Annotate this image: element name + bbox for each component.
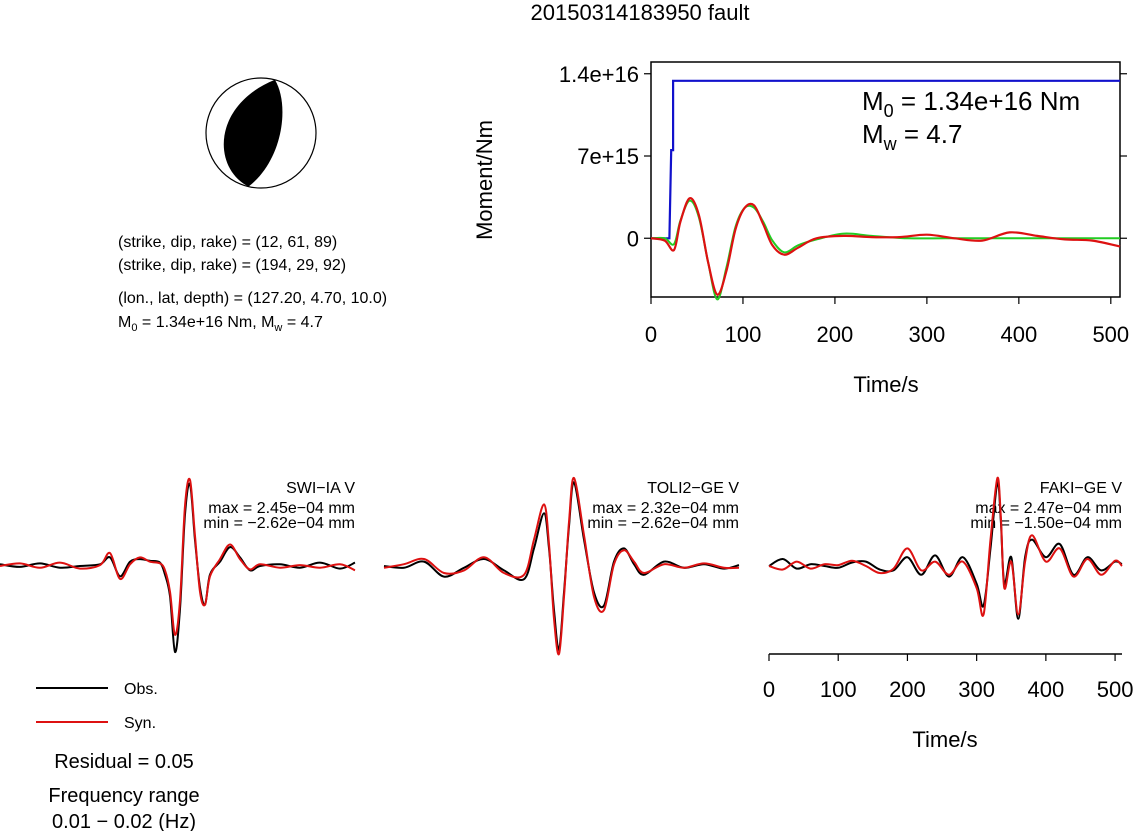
frequency-value: 0.01 − 0.02 (Hz) — [52, 811, 196, 831]
moment-x-axis: 0 100 200 300 400 500 — [645, 297, 1129, 347]
station-min-2: min = −2.62e−04 mm — [587, 515, 739, 532]
waveform-traces-2 — [383, 476, 740, 656]
mechanism-info: (strike, dip, rake) = (12, 61, 89) (stri… — [118, 234, 387, 334]
waveform-synthetic-1 — [0, 477, 356, 636]
waveform-x-tick-label: 300 — [958, 677, 995, 702]
moment-x-tick-label: 300 — [909, 322, 946, 347]
location-line: (lon., lat, depth) = (127.20, 4.70, 10.0… — [118, 290, 387, 307]
frequency-title: Frequency range — [48, 785, 199, 807]
moment-x-tick-label: 0 — [645, 322, 657, 347]
moment-plot: 1.4e+16 7e+15 0 0 100 200 300 400 500 Moment/Nm… — [472, 61, 1129, 397]
moment-line: M0 = 1.34e+16 Nm, Mw = 4.7 — [118, 314, 323, 334]
moment-x-tick-label: 200 — [817, 322, 854, 347]
station-name-1: SWI−IA V — [286, 480, 355, 497]
station-min-1: min = −2.62e−04 mm — [203, 515, 355, 532]
moment-x-label: Time/s — [853, 372, 918, 397]
residual-label: Residual = 0.05 — [54, 751, 194, 773]
waveform-traces-3 — [768, 476, 1123, 620]
legend-observed-label: Obs. — [124, 681, 158, 698]
waveform-toli: TOLI2−GE V max = 2.32e−04 mm min = −2.62… — [383, 476, 740, 656]
mechanism-line-1: (strike, dip, rake) = (12, 61, 89) — [118, 234, 337, 251]
mechanism-line-2: (strike, dip, rake) = (194, 29, 92) — [118, 257, 346, 274]
moment-x-tick-label: 500 — [1092, 322, 1129, 347]
moment-y-tick-label: 7e+15 — [577, 144, 639, 169]
compressional-quadrant — [223, 79, 283, 187]
waveform-synthetic-3 — [768, 476, 1123, 617]
moment-plot-frame — [650, 61, 1121, 298]
waveform-x-tick-label: 500 — [1097, 677, 1134, 702]
waveform-observed-3 — [768, 481, 1123, 620]
moment-series-rate — [650, 199, 1120, 301]
station-min-3: min = −1.50e−04 mm — [970, 515, 1122, 532]
legend-synthetic-label: Syn. — [124, 715, 156, 732]
waveform-x-axis: 0 100 200 300 400 500 — [763, 653, 1134, 702]
beachball — [205, 77, 317, 189]
station-max-3: max = 2.47e−04 mm — [975, 500, 1122, 517]
moment-series-synthetic — [650, 197, 1121, 296]
waveform-synthetic-2 — [383, 476, 740, 656]
waveform-x-tick-label: 100 — [820, 677, 857, 702]
moment-x-tick-label: 100 — [725, 322, 762, 347]
waveform-traces-1 — [0, 477, 356, 654]
moment-y-label: Moment/Nm — [472, 120, 497, 240]
waveform-x-label: Time/s — [912, 727, 977, 752]
moment-y-axis: 1.4e+16 7e+15 0 — [559, 62, 1127, 251]
moment-x-tick-label: 400 — [1000, 322, 1037, 347]
station-name-3: FAKI−GE V — [1040, 480, 1123, 497]
waveform-faki: FAKI−GE V max = 2.47e−04 mm min = −1.50e… — [763, 476, 1134, 752]
moment-y-tick-label: 0 — [627, 226, 639, 251]
waveform-x-tick-label: 0 — [763, 677, 775, 702]
moment-annotation-m0: M0 = 1.34e+16 Nm — [862, 86, 1080, 121]
station-max-2: max = 2.32e−04 mm — [592, 500, 739, 517]
moment-annotation-mw: Mw = 4.7 — [862, 119, 962, 154]
moment-y-tick-label: 1.4e+16 — [559, 62, 639, 87]
waveform-swi: SWI−IA V max = 2.45e−04 mm min = −2.62e−… — [0, 477, 356, 654]
station-max-1: max = 2.45e−04 mm — [208, 500, 355, 517]
moment-series — [650, 79, 1121, 301]
waveform-x-tick-label: 400 — [1028, 677, 1065, 702]
legend: Obs. Syn. — [36, 681, 158, 732]
figure-title: 20150314183950 fault — [531, 0, 750, 25]
station-name-2: TOLI2−GE V — [647, 480, 739, 497]
waveform-x-tick-label: 200 — [889, 677, 926, 702]
